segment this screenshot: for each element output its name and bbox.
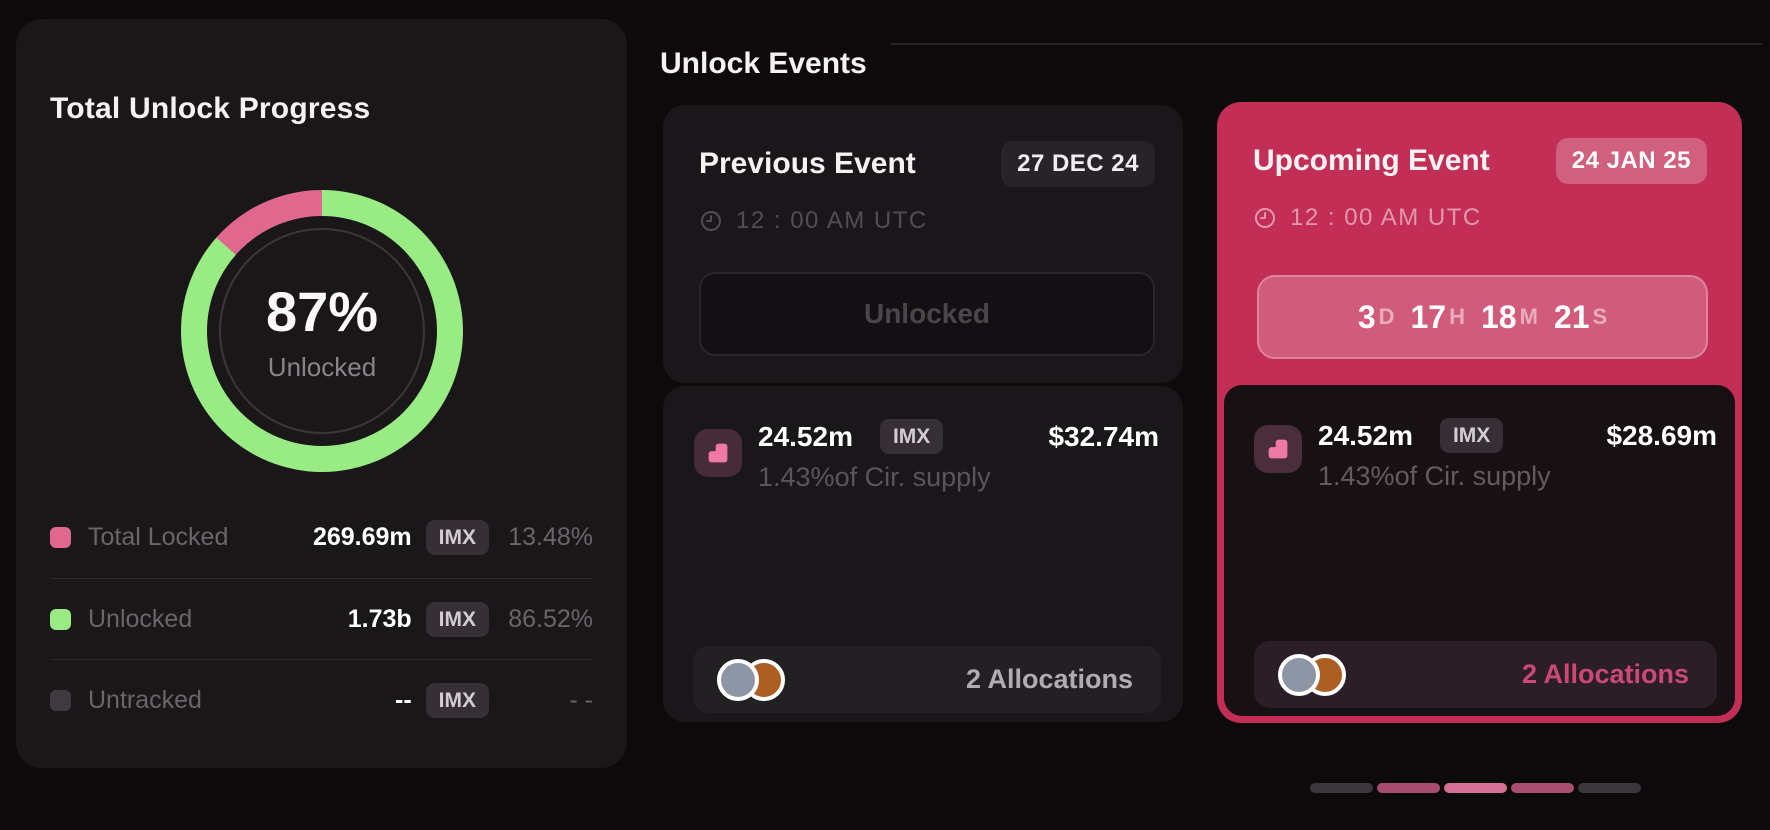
pagination-bar[interactable] [1578, 783, 1641, 793]
legend-value: 269.69m [312, 523, 412, 551]
total-unlock-progress-card: Total Unlock Progress 87% Unlocked Total… [16, 19, 627, 768]
legend-row-untracked: Untracked -- IMX - - [50, 659, 593, 740]
clock-icon [1255, 208, 1275, 228]
unlocked-swatch [50, 608, 71, 630]
token-badge: IMX [1439, 418, 1504, 453]
countdown-unit: M [1519, 304, 1538, 329]
upcoming-event-time: 12 : 00 AM UTC [1290, 204, 1482, 231]
supply-percent: 1.43% [1318, 461, 1395, 491]
legend-percent: - - [569, 685, 593, 714]
unlock-amount-row: 24.52m IMX [1318, 418, 1504, 453]
unlock-progress-donut: 87% Unlocked [181, 190, 463, 472]
allocations-count-label: 2 Allocations [1521, 659, 1689, 689]
supply-percent: 1.43% [758, 462, 835, 492]
previous-event-date-badge: 27 DEC 24 [1001, 141, 1155, 187]
token-badge: IMX [425, 520, 489, 555]
token-logo-tile [1254, 425, 1302, 473]
section-divider [890, 43, 1762, 45]
unlock-usd-value: $32.74m [1048, 421, 1159, 452]
legend-value: 1.73b [347, 604, 412, 633]
countdown-unit: D [1378, 304, 1395, 329]
pagination-bar[interactable] [1310, 783, 1373, 793]
upcoming-event-title: Upcoming Event [1253, 144, 1490, 177]
supply-caption: of Cir. supply [1394, 461, 1551, 491]
countdown-seconds: 21 S [1554, 299, 1607, 336]
donut-caption: Unlocked [267, 352, 377, 382]
previous-event-header: Previous Event 27 DEC 24 [699, 141, 1155, 187]
token-logo-icon [1268, 439, 1288, 459]
countdown-minutes: 18 M [1481, 299, 1538, 336]
clock-icon [701, 211, 721, 231]
pagination-bar[interactable] [1377, 783, 1440, 793]
legend-label: Total Locked [88, 523, 229, 551]
countdown-value: 18 [1480, 298, 1517, 335]
previous-event-time: 12 : 00 AM UTC [736, 207, 928, 234]
allocation-avatar [1278, 653, 1320, 696]
supply-caption: of Cir. supply [834, 462, 991, 492]
unlock-amount: 24.52m [1318, 419, 1413, 451]
upcoming-event-date-badge: 24 JAN 25 [1555, 138, 1707, 184]
token-logo-icon [708, 443, 728, 463]
legend-label: Unlocked [88, 604, 193, 633]
countdown-value: 21 [1553, 298, 1590, 335]
allocation-avatars [1278, 653, 1346, 696]
donut-center: 87% Unlocked [181, 190, 463, 472]
previous-event-title: Previous Event [699, 147, 916, 180]
previous-event-detail-card: 24.52m IMX $32.74m 1.43%of Cir. supply 2… [663, 386, 1183, 722]
allocations-count-label: 2 Allocations [965, 664, 1133, 694]
allocations-bar[interactable]: 2 Allocations [1254, 641, 1717, 708]
unlock-amount-row: 24.52m IMX [758, 419, 944, 454]
progress-legend: Total Locked 269.69m IMX 13.48% Unlocked… [50, 497, 593, 740]
unlock-amount: 24.52m [758, 420, 853, 452]
upcoming-event-card[interactable]: Upcoming Event 24 JAN 25 12 : 00 AM UTC … [1217, 102, 1742, 723]
countdown-days: 3 D [1358, 299, 1395, 336]
legend-row-total-locked: Total Locked 269.69m IMX 13.48% [50, 497, 593, 578]
untracked-swatch [50, 689, 71, 711]
upcoming-event-detail-card: 24.52m IMX $28.69m 1.43%of Cir. supply 2… [1224, 385, 1735, 716]
upcoming-event-time-row: 12 : 00 AM UTC [1253, 204, 1482, 232]
unlock-usd-value: $28.69m [1606, 420, 1717, 451]
countdown-unit: H [1449, 304, 1465, 329]
upcoming-event-header: Upcoming Event 24 JAN 25 [1253, 138, 1707, 184]
countdown-value: 17 [1410, 298, 1447, 335]
pagination-bar[interactable] [1511, 783, 1574, 793]
unlocked-status-button[interactable]: Unlocked [699, 272, 1155, 356]
supply-share-row: 1.43%of Cir. supply [1318, 461, 1551, 492]
countdown-value: 3 [1357, 298, 1376, 335]
progress-card-title: Total Unlock Progress [50, 91, 371, 125]
token-logo-tile [694, 429, 742, 477]
legend-label: Untracked [88, 685, 202, 714]
allocations-bar[interactable]: 2 Allocations [693, 646, 1161, 713]
previous-event-card: Previous Event 27 DEC 24 12 : 00 AM UTC … [663, 105, 1183, 383]
allocation-avatars [717, 658, 785, 701]
token-badge: IMX [879, 419, 944, 454]
token-badge: IMX [425, 682, 489, 718]
allocation-avatar [717, 658, 759, 701]
legend-value: -- [395, 685, 412, 714]
countdown-unit: S [1592, 304, 1608, 329]
legend-row-unlocked: Unlocked 1.73b IMX 86.52% [50, 578, 593, 659]
unlock-events-title: Unlock Events [660, 46, 867, 80]
countdown-timer: 3 D 17 H 18 M 21 S [1257, 275, 1708, 359]
legend-percent: 86.52% [508, 604, 593, 633]
pagination-bar-active[interactable] [1444, 783, 1507, 793]
countdown-hours: 17 H [1411, 299, 1465, 336]
events-carousel-pagination [1310, 783, 1641, 793]
supply-share-row: 1.43%of Cir. supply [758, 462, 991, 493]
token-badge: IMX [425, 601, 489, 637]
previous-event-time-row: 12 : 00 AM UTC [699, 207, 928, 235]
total-locked-swatch [50, 527, 71, 548]
legend-percent: 13.48% [508, 523, 593, 551]
donut-inner-ring [219, 228, 425, 434]
donut-percent-value: 87% [265, 280, 379, 343]
